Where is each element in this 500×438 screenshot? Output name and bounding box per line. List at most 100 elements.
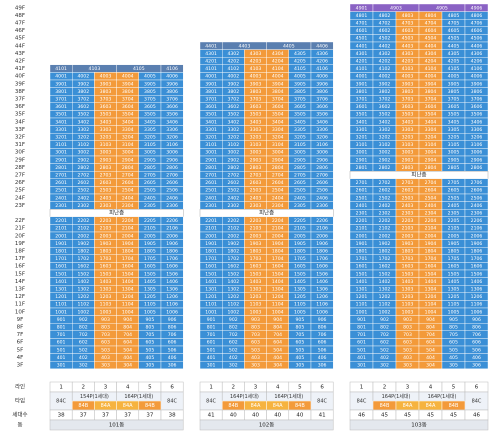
unit-number: 2801 [55,165,67,171]
unit-number: 3101 [55,142,67,148]
unit-number: 1801 [55,249,67,255]
unit-number: 304 [123,363,132,369]
unit-number: 1702 [379,256,391,262]
unit-number: 2403 [100,195,112,201]
household-count: 37 [124,413,131,419]
unit-number: 4001 [356,74,368,80]
unit-number: 506 [472,347,481,353]
unit-number: 3905 [448,81,460,87]
floor-label: 44F [15,43,25,49]
unit-number: 1301 [205,287,217,293]
unit-number: 1705 [294,256,306,262]
unit-number: 1105 [144,302,156,308]
unit-number: 3302 [227,127,239,133]
unit-number: 2406 [166,195,178,201]
floor-label: 8F [17,325,24,331]
line-number: 2 [82,385,86,391]
unit-number: 2104 [425,226,437,232]
unit-number: 3803 [100,89,112,95]
unit-number: 2302 [379,211,391,217]
subtype-label: 84B [449,403,459,409]
unit-number: 1405 [294,279,306,285]
unit-number: 303 [403,363,412,369]
unit-number: 2806 [166,165,178,171]
household-count: 38 [169,413,176,419]
unit-number: 1303 [402,287,414,293]
unit-number: 3404 [272,119,284,125]
unit-number: 1702 [227,256,239,262]
unit-number: 2402 [379,203,391,209]
unit-number: 3901 [356,81,368,87]
unit-number: 4106 [166,66,178,72]
unit-number: 1005 [448,309,460,315]
unit-number: 2705 [448,180,460,186]
unit-number: 1602 [77,264,89,270]
unit-number: 1703 [250,256,262,262]
unit-number: 4305 [294,51,306,57]
unit-number: 1302 [227,287,239,293]
unit-number: 306 [472,363,481,369]
unit-number: 1305 [294,287,306,293]
unit-number: 3005 [448,150,460,156]
unit-number: 1305 [448,287,460,293]
unit-number: 3703 [250,97,262,103]
household-count: 38 [58,413,65,419]
floor-label: 46F [15,28,25,34]
line-number: 3 [104,385,108,391]
unit-number: 3404 [122,119,134,125]
unit-number: 4206 [316,59,328,65]
unit-number: 4101 [205,66,217,72]
unit-number: 2703 [402,180,414,186]
unit-number: 4203 [250,59,262,65]
unit-number: 2101 [55,226,67,232]
floor-label: 48F [15,13,25,19]
unit-number: 1103 [402,302,414,308]
unit-number: 3001 [205,150,217,156]
household-count: 46 [358,413,365,419]
unit-number: 1701 [55,256,67,262]
unit-number: 604 [273,340,282,346]
unit-number: 3605 [448,104,460,110]
unit-number: 2105 [448,226,460,232]
unit-number: 4004 [425,74,437,80]
household-count: 40 [274,413,281,419]
unit-number: 2905 [144,157,156,163]
unit-number: 3805 [144,89,156,95]
unit-number: 2103 [100,226,112,232]
subtype-label: 84A [273,403,283,409]
unit-number: 3403 [402,119,414,125]
unit-number: 2306 [316,203,328,209]
unit-number: 4302 [227,51,239,57]
unit-number: 1905 [144,241,156,247]
unit-number: 705 [146,332,155,338]
unit-number: 603 [251,340,260,346]
unit-number: 3105 [144,142,156,148]
unit-number: 4806 [471,13,483,19]
unit-number: 1602 [227,264,239,270]
unit-number: 2705 [294,173,306,179]
unit-number: 506 [168,347,177,353]
unit-number: 3501 [356,112,368,118]
unit-number: 2906 [166,157,178,163]
type-label: 84C [206,399,216,405]
type-label: 154P(1세대) [80,393,109,400]
unit-number: 805 [296,325,305,331]
unit-number: 4305 [448,51,460,57]
unit-number: 3901 [205,81,217,87]
unit-number: 1704 [425,256,437,262]
unit-number: 703 [101,332,110,338]
unit-number: 4205 [448,59,460,65]
unit-number: 3005 [144,150,156,156]
unit-number: 3603 [100,104,112,110]
unit-number: 2801 [205,165,217,171]
line-number: 5 [298,385,302,391]
unit-number: 3306 [316,127,328,133]
unit-number: 2505 [144,188,156,194]
unit-number: 1803 [402,249,414,255]
unit-number: 3903 [402,81,414,87]
unit-number: 1503 [402,271,414,277]
unit-number: 3402 [227,119,239,125]
unit-number: 3806 [316,89,328,95]
unit-number: 3205 [448,135,460,141]
unit-number: 903 [403,317,412,323]
